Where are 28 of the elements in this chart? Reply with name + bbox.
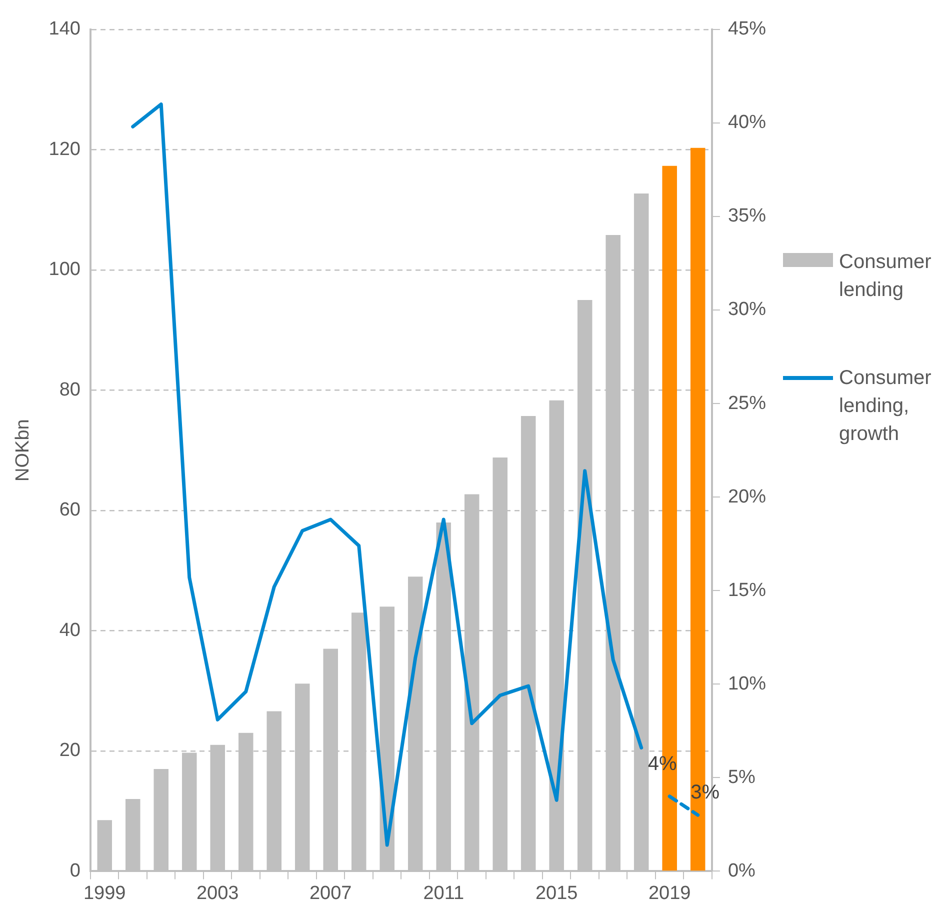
y-axis-title: NOKbn	[12, 419, 34, 482]
y-tick-label: 120	[48, 138, 80, 160]
y2-tick-label: 20%	[728, 486, 766, 508]
y-tick-label: 60	[59, 500, 80, 521]
y2-tick-label: 15%	[728, 580, 766, 601]
y2-tick-label: 45%	[728, 18, 766, 40]
y2-tick-label: 25%	[728, 392, 766, 414]
x-tick-label: 1999	[83, 882, 126, 904]
x-tick-label: 2015	[535, 882, 578, 904]
y2-tick-label: 10%	[728, 673, 766, 694]
x-tick-label: 2019	[648, 882, 691, 904]
legend-label: Consumer lending, growth	[839, 366, 932, 447]
y-tick-label: 80	[59, 379, 80, 400]
y-tick-label: 100	[48, 259, 80, 280]
y-tick-label: 140	[48, 18, 80, 40]
y2-tick-label: 35%	[728, 206, 766, 227]
y2-tick-label: 5%	[728, 766, 756, 788]
y-tick-label: 0	[70, 860, 80, 882]
y-tick-label: 20	[59, 740, 80, 762]
y2-tick-label: 30%	[728, 299, 766, 320]
y2-tick-label: 0%	[728, 860, 756, 882]
x-tick-label: 2003	[196, 882, 239, 904]
x-tick-label: 2007	[309, 882, 352, 904]
y2-tick-label: 40%	[728, 112, 766, 134]
data-label: 3%	[690, 782, 720, 804]
legend-label: Consumer lending	[839, 250, 932, 303]
y-tick-label: 40	[59, 620, 80, 641]
x-tick-label: 2011	[423, 882, 464, 904]
